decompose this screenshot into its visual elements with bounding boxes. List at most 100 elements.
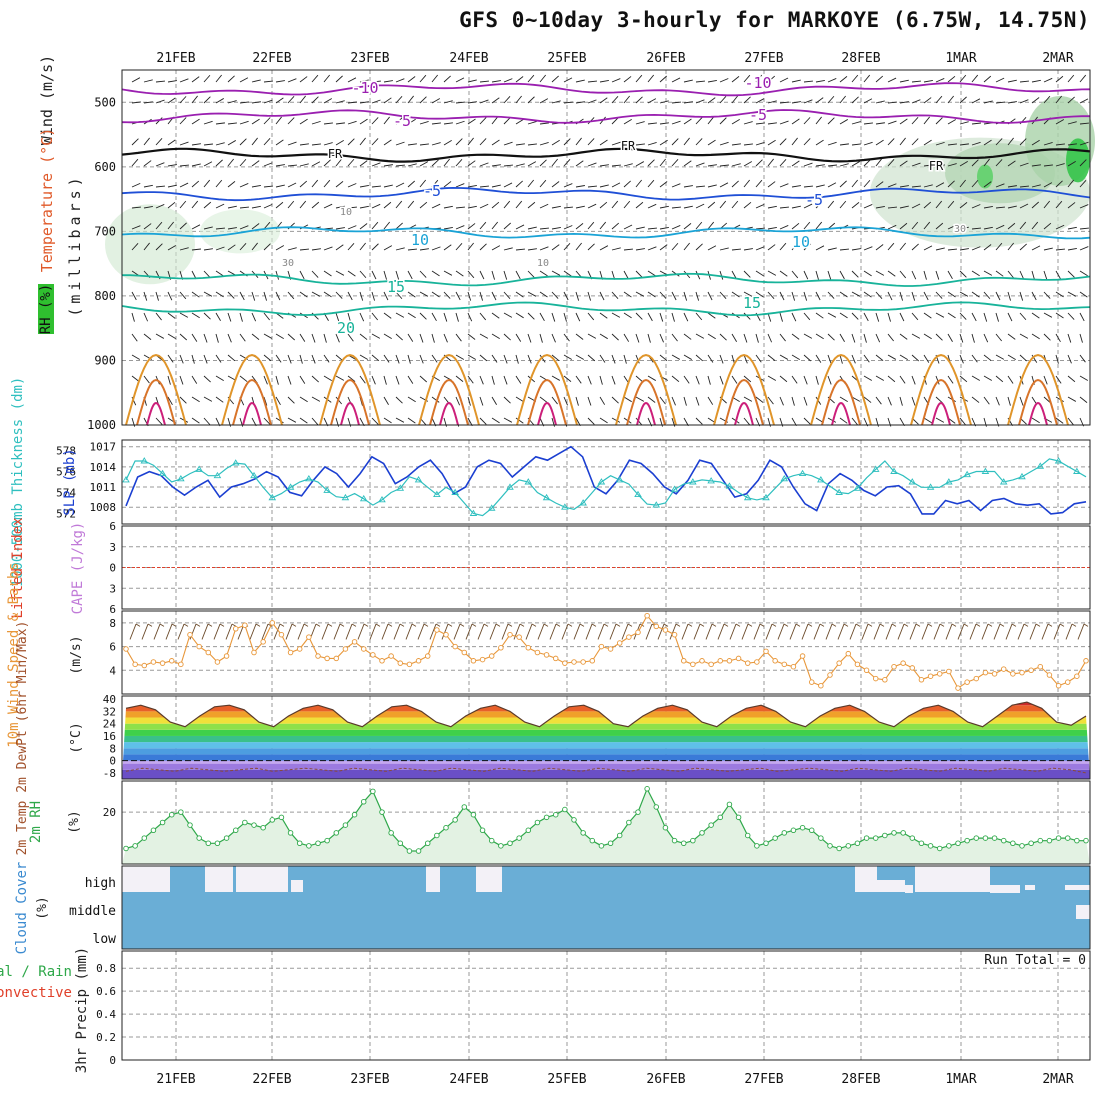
wind-barb: [743, 417, 751, 426]
wind-barb-10m: [315, 623, 321, 627]
wind-barb: [1031, 139, 1040, 146]
cape-axis-label: CAPE (J/kg): [70, 522, 86, 615]
rh-point: [370, 788, 376, 795]
rh-point: [973, 835, 980, 841]
wind-point: [1019, 669, 1025, 676]
wind-barb-10m: [879, 623, 885, 627]
date-label-bottom: 1MAR: [945, 1072, 976, 1087]
rh-point: [196, 835, 202, 841]
wind-barb: [227, 140, 236, 146]
slp-tick-label: 1008: [90, 501, 117, 514]
date-label-top: 21FEB: [156, 51, 195, 66]
wind-barb: [899, 185, 909, 188]
precip-tick-label: 0.4: [96, 1008, 116, 1021]
wind-barb: [1055, 270, 1061, 280]
wind-barb: [455, 206, 465, 209]
wind-barb: [899, 270, 907, 279]
wind-barb: [695, 117, 703, 125]
wind-barb: [323, 246, 333, 251]
rh-point: [351, 811, 358, 818]
wind-barb: [203, 201, 212, 209]
wind-barb: [527, 248, 537, 251]
thickness-series-line: [125, 458, 1087, 517]
thickness-point: [250, 471, 258, 479]
thickness-point: [414, 476, 423, 483]
wind-barb: [587, 375, 592, 385]
wind-barb: [1067, 354, 1072, 364]
wind-barb: [1019, 138, 1027, 146]
wind-barb: [527, 74, 535, 83]
contour-label: 10: [537, 258, 549, 269]
wind-barb: [1079, 354, 1086, 363]
wind-barb: [491, 375, 495, 385]
wind-barb: [239, 77, 249, 83]
wind-barb: [443, 75, 451, 83]
wind-barb: [875, 312, 880, 322]
wind-point: [1083, 658, 1089, 664]
wind-barb: [1043, 222, 1052, 230]
wind-barb: [851, 143, 861, 146]
wind-barb: [779, 183, 789, 188]
wind-barb: [911, 354, 919, 362]
boundary-contour: [418, 353, 480, 426]
wind-barb: [263, 243, 271, 251]
wind-barb: [179, 396, 187, 404]
wind-barb: [911, 221, 919, 230]
wind-barb: [719, 375, 724, 385]
wind-barb: [155, 291, 159, 301]
wind-barb: [611, 222, 620, 230]
date-label-bottom: 28FEB: [841, 1072, 880, 1087]
wind-barb: [431, 354, 438, 363]
wind-barb: [563, 158, 571, 167]
wind-barb: [515, 291, 524, 298]
wind-barb: [887, 396, 892, 406]
wind-barb-10m: [831, 623, 837, 627]
wind-barb: [683, 242, 690, 251]
wind-barb-10m: [573, 623, 581, 640]
wind-barb: [635, 248, 645, 251]
wind-barb: [959, 143, 969, 146]
wind-barb: [395, 396, 403, 404]
wind-barb: [851, 333, 856, 343]
wind-barb: [755, 396, 764, 403]
wind-barb: [683, 118, 692, 125]
temp-tick-label: -8: [103, 767, 116, 780]
wind-barb: [239, 206, 249, 209]
wind-barb: [407, 248, 417, 251]
cloud-gap: [1065, 885, 1090, 890]
temp-tick-label: 0: [109, 755, 116, 768]
contour-label: -10: [744, 74, 771, 92]
wind-barb: [383, 417, 392, 424]
boundary-contour: [242, 401, 262, 426]
wind-barb: [923, 201, 932, 209]
wind-barb-10m: [729, 623, 737, 640]
wind-barb: [503, 117, 511, 125]
wind-barb: [791, 118, 800, 125]
wind-barb: [1043, 333, 1051, 341]
wind-barb: [551, 100, 561, 104]
wind-barb: [359, 375, 366, 384]
wind-barb: [455, 225, 465, 230]
wind-barb: [155, 221, 163, 230]
wind-barb: [287, 333, 295, 341]
wind-barb: [707, 116, 714, 125]
wind-barb: [923, 116, 930, 125]
wind-barb: [215, 227, 225, 230]
wind-barb: [803, 99, 813, 104]
slp-tick-label: 1014: [90, 461, 117, 474]
rh-point: [342, 822, 349, 828]
wind-barb: [755, 333, 759, 343]
wind-barb: [1019, 221, 1027, 230]
rh-point: [452, 817, 458, 823]
wind-barb: [731, 333, 738, 342]
boundary-contour: [626, 378, 666, 426]
wind-barb: [479, 99, 489, 104]
wind-barb: [275, 354, 282, 363]
wind-barb: [479, 185, 489, 188]
wind-barb: [623, 396, 632, 403]
rh-point: [552, 811, 559, 818]
wind-barb: [143, 79, 153, 83]
wind-barb: [599, 291, 605, 301]
wind-barb: [983, 312, 988, 322]
wind-barb: [131, 206, 141, 209]
